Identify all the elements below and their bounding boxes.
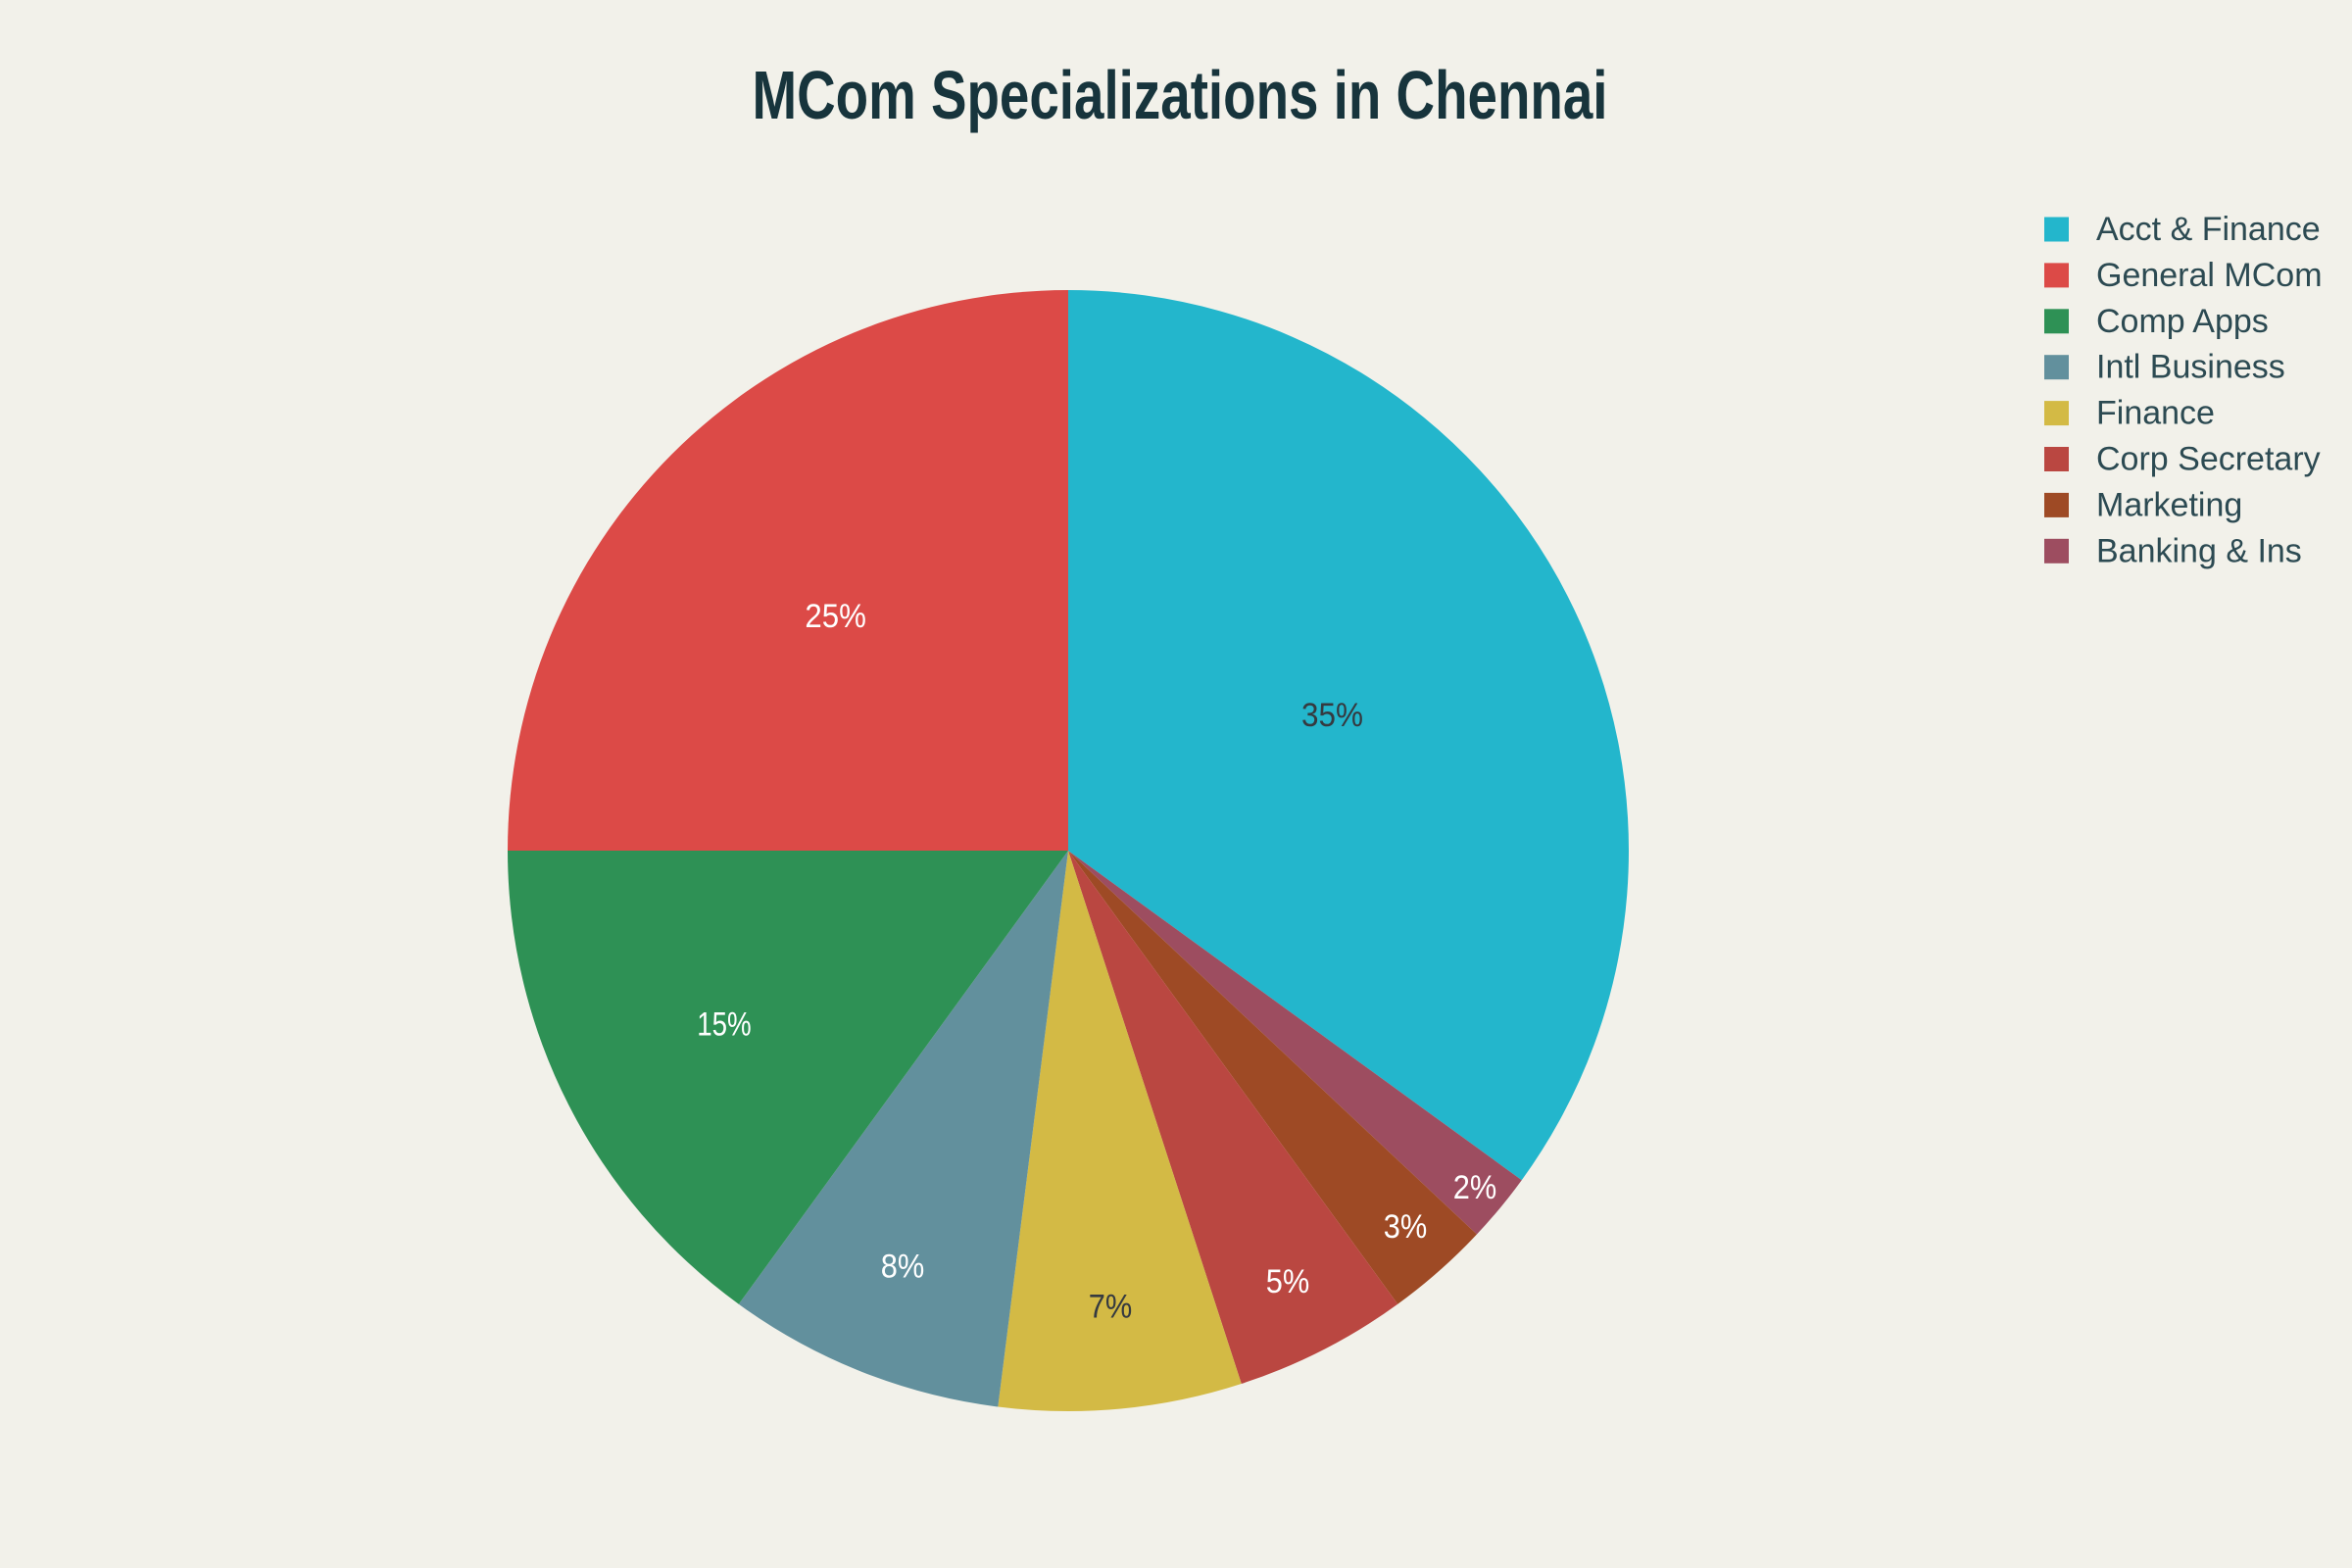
svg-text:2%: 2% (1453, 1169, 1497, 1206)
svg-text:Comp Apps: Comp Apps (2096, 303, 2269, 340)
svg-text:3%: 3% (1384, 1208, 1428, 1246)
svg-text:5%: 5% (1266, 1263, 1310, 1300)
svg-text:Acct & Finance: Acct & Finance (2096, 211, 2321, 248)
svg-text:Marketing: Marketing (2096, 486, 2242, 523)
svg-text:7%: 7% (1089, 1289, 1133, 1326)
svg-text:8%: 8% (881, 1249, 925, 1286)
svg-text:25%: 25% (805, 598, 866, 635)
svg-text:15%: 15% (697, 1005, 752, 1043)
svg-text:MCom Specializations in Chenna: MCom Specializations in Chennai (753, 57, 1608, 133)
svg-text:General MCom: General MCom (2096, 257, 2323, 294)
svg-text:Intl Business: Intl Business (2096, 349, 2285, 386)
svg-text:Finance: Finance (2096, 395, 2215, 432)
svg-text:35%: 35% (1301, 697, 1363, 734)
svg-text:Corp Secretary: Corp Secretary (2096, 441, 2321, 478)
svg-text:Banking & Ins: Banking & Ins (2096, 532, 2302, 569)
